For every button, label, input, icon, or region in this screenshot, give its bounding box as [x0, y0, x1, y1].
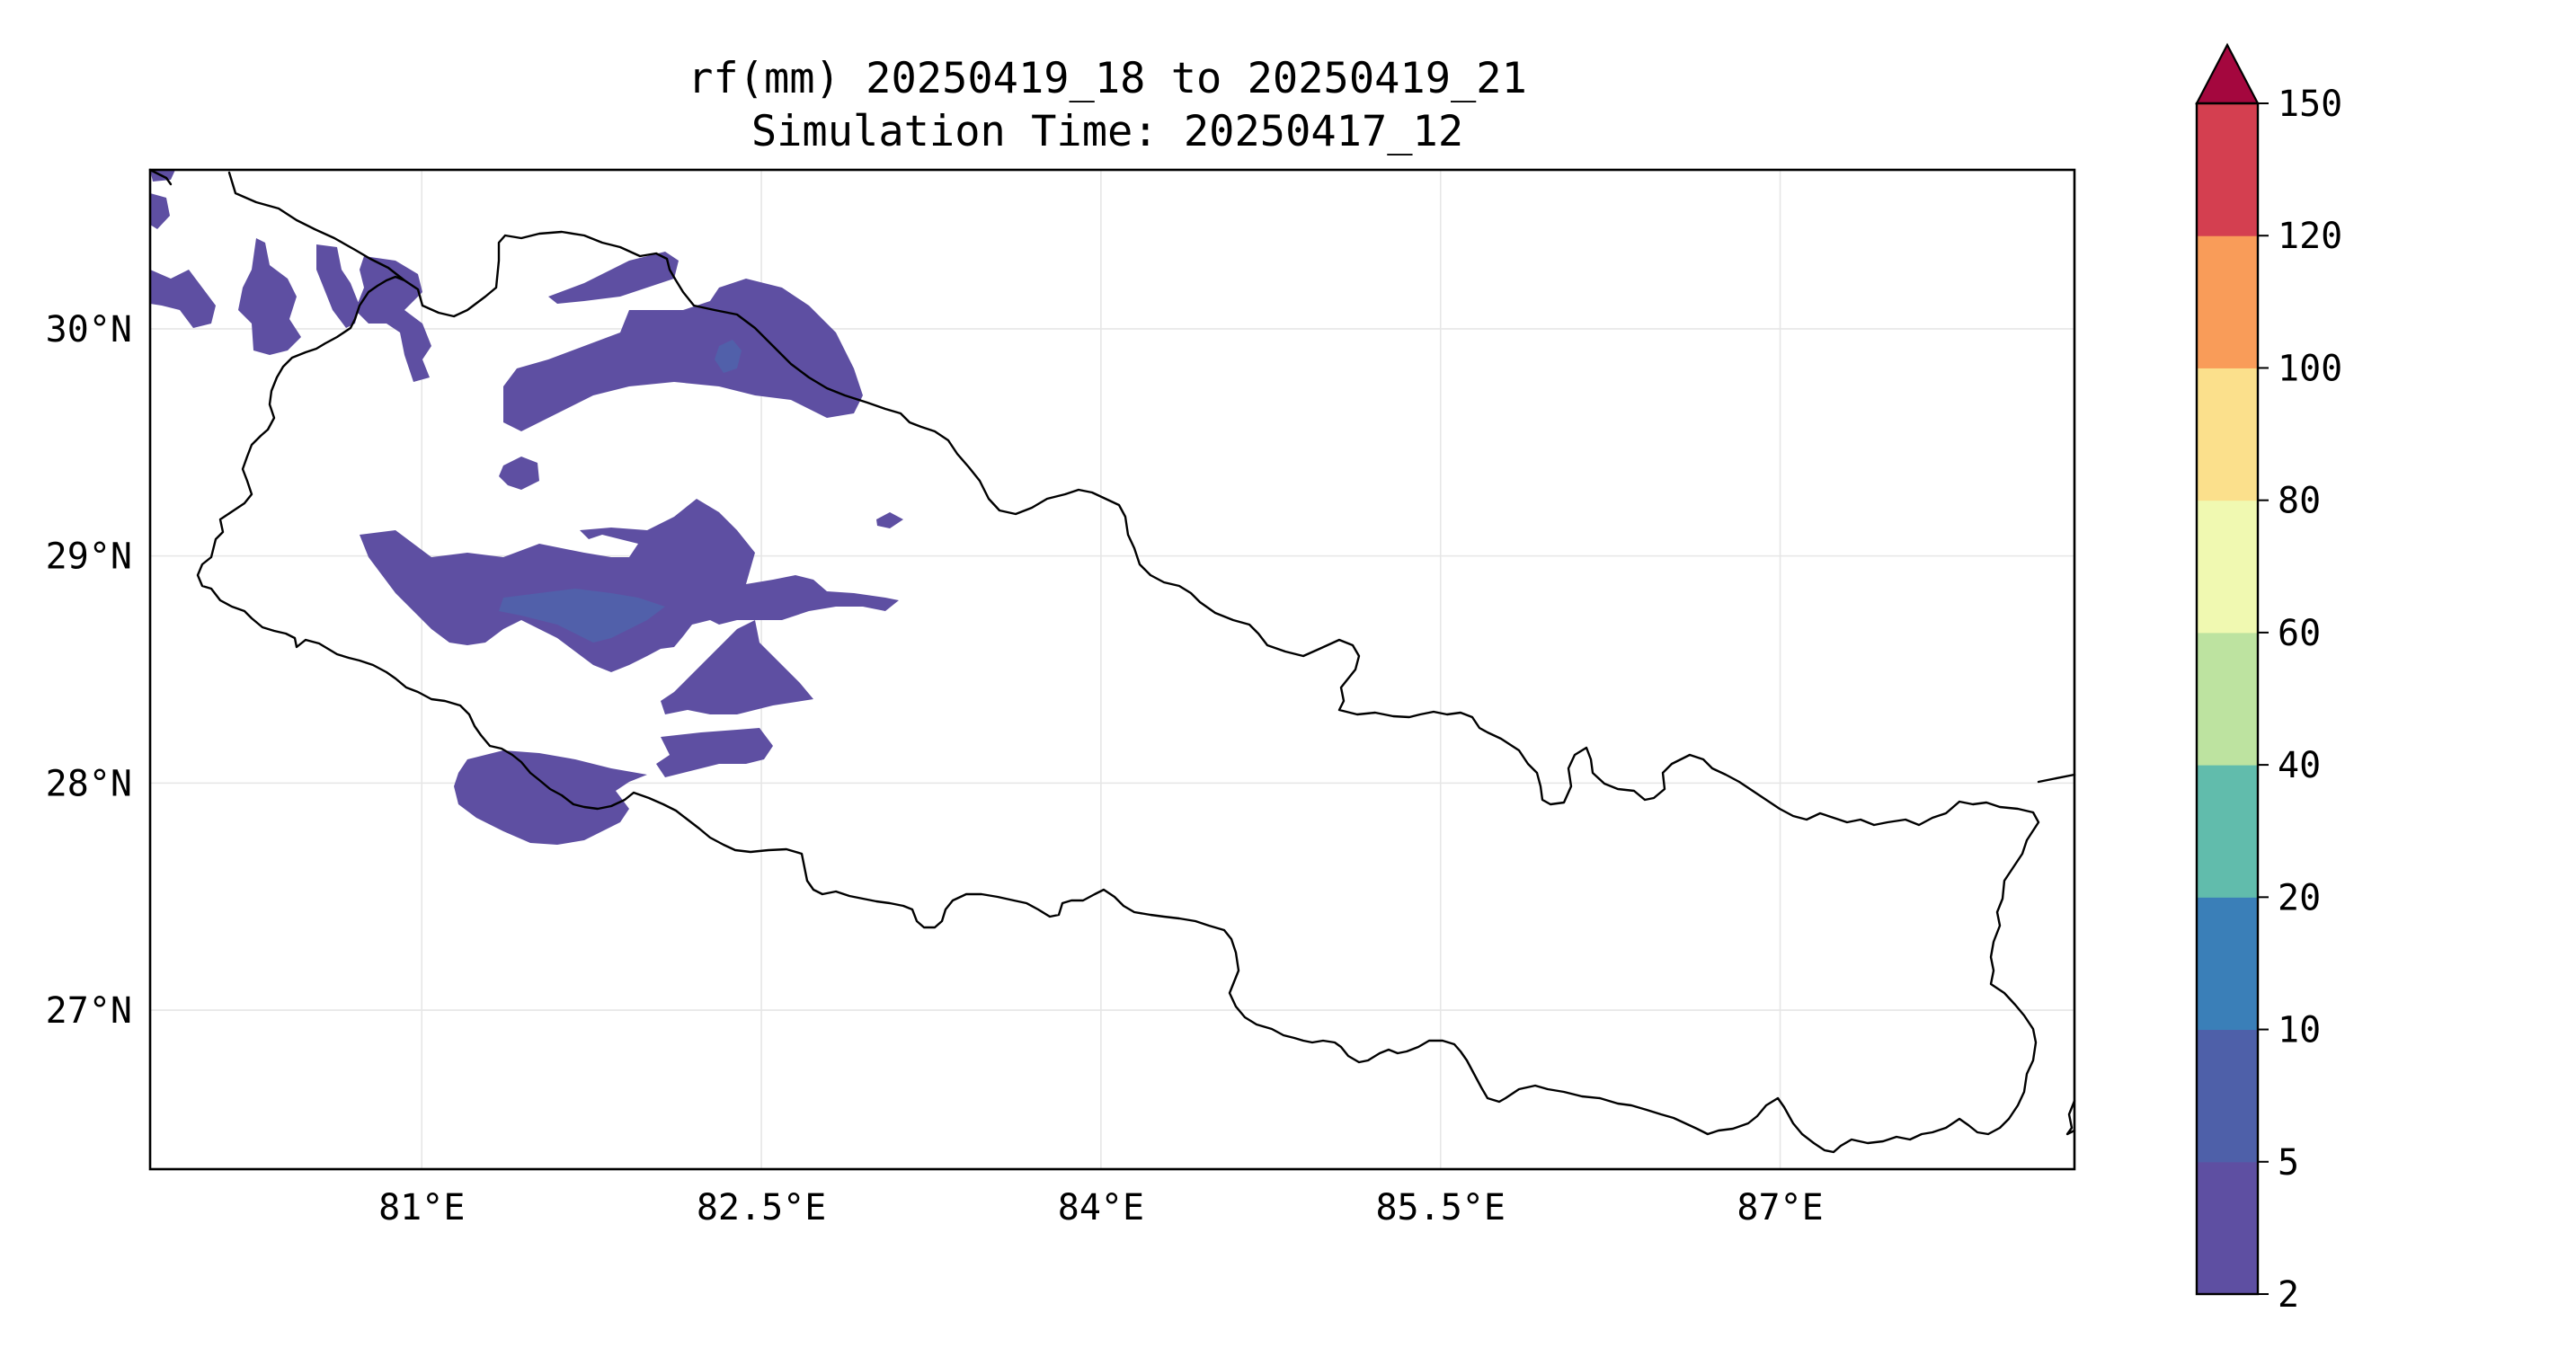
rain-patch-nw-edge	[150, 193, 170, 229]
colorbar-segment	[2197, 500, 2258, 634]
lat-tick-label: 29°N	[46, 537, 132, 578]
colorbar-segment	[2197, 368, 2258, 501]
colorbar-segment	[2197, 235, 2258, 368]
chart-title: rf(mm) 20250419_18 to 20250419_21	[688, 54, 1527, 103]
chart-subtitle: Simulation Time: 20250417_12	[751, 107, 1463, 156]
colorbar-segment	[2197, 1029, 2258, 1163]
rain-patch-central-south	[661, 620, 813, 714]
colorbar-segment	[2197, 1161, 2258, 1295]
lon-tick-label: 84°E	[1058, 1187, 1144, 1228]
colorbar-frame	[2195, 102, 2260, 1296]
colorbar-tick-label: 60	[2278, 613, 2321, 654]
rain-patch-inner-central	[499, 589, 665, 643]
lat-tick-label: 28°N	[46, 763, 132, 804]
country-borders	[148, 168, 2076, 1154]
lon-tick-label: 87°E	[1737, 1187, 1823, 1228]
rain-patch-north-main	[503, 279, 863, 431]
axis-ticks: 81°E 82.5°E 84°E 85.5°E 87°E 30°N 29°N 28°N 27°N	[46, 309, 1824, 1228]
lon-tick-label: 81°E	[378, 1187, 465, 1228]
colorbar-tick-label: 5	[2278, 1142, 2299, 1184]
rain-patch-inner-north	[715, 340, 742, 373]
colorbar-tick-label: 40	[2278, 745, 2321, 786]
rain-patch-nw-west	[150, 270, 216, 328]
colorbar-tick-label: 120	[2278, 216, 2342, 257]
colorbar-segment	[2197, 897, 2258, 1031]
rain-patch-small-blob	[499, 457, 539, 490]
lat-tick-label: 27°N	[46, 990, 132, 1032]
colorbar-tick-label: 80	[2278, 481, 2321, 522]
rain-patch-nw-finger	[238, 238, 301, 355]
colorbar-segments	[2197, 103, 2258, 1295]
map-plot-area: 81°E 82.5°E 84°E 85.5°E 87°E 30°N 29°N 28°N 27°N	[46, 168, 2076, 1228]
colorbar-ticks: 2 5 10 20 40 60 80 100 120 150	[2258, 84, 2342, 1316]
rain-patch-southwest-strip	[656, 728, 773, 777]
colorbar-tick-label: 2	[2278, 1274, 2299, 1316]
rain-patch-nw-spur	[316, 244, 360, 328]
colorbar-tick-label: 20	[2278, 877, 2321, 918]
rain-patch-southwest	[454, 750, 647, 845]
rainfall-contours-inner	[499, 340, 742, 643]
border-sw-edge	[2065, 1099, 2076, 1136]
lon-tick-label: 82.5°E	[697, 1187, 827, 1228]
colorbar-segment	[2197, 765, 2258, 898]
colorbar-tick-label: 100	[2278, 348, 2342, 389]
rain-patch-central-west	[360, 499, 899, 672]
india-china-border-east	[2037, 773, 2076, 784]
map-frame	[148, 168, 2076, 1171]
india-china-border-west	[148, 168, 173, 186]
colorbar-extend-triangle	[2195, 42, 2260, 105]
lon-tick-label: 85.5°E	[1375, 1187, 1506, 1228]
colorbar-tick-label: 10	[2278, 1010, 2321, 1051]
nepal-border	[196, 171, 2040, 1154]
colorbar-segment	[2197, 103, 2258, 236]
colorbar-segment	[2197, 632, 2258, 766]
map-background	[150, 170, 2074, 1169]
rain-patch-dot-east	[876, 512, 903, 528]
colorbar-tick-label: 150	[2278, 84, 2342, 125]
colorbar: 2 5 10 20 40 60 80 100 120 150	[2195, 42, 2342, 1316]
lat-tick-label: 30°N	[46, 309, 132, 350]
rain-patch-north-strip	[548, 252, 679, 304]
